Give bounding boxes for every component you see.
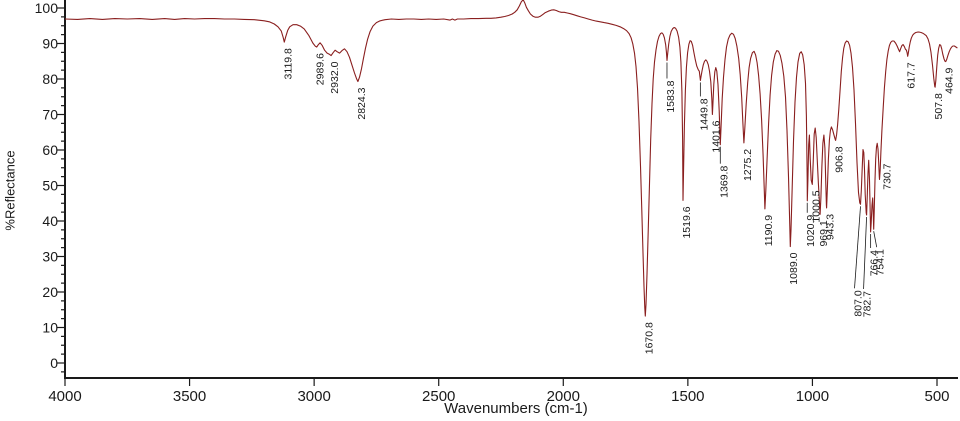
- y-tick-label: 90: [42, 36, 58, 52]
- peak-label: 617.7: [906, 62, 918, 88]
- peak-label: 507.8: [933, 93, 945, 119]
- y-tick-label: 10: [42, 320, 58, 336]
- peak-label: 464.9: [944, 67, 956, 93]
- x-tick-label: 2500: [422, 388, 455, 405]
- peak-label: 1190.9: [763, 215, 775, 246]
- peak-leader-line: [873, 231, 878, 248]
- y-tick-label: 80: [42, 71, 58, 87]
- peak-label: 1000.5: [810, 190, 822, 222]
- peak-label: 754.1: [875, 249, 887, 275]
- peak-label: 1583.8: [665, 80, 677, 112]
- x-tick-label: 2000: [547, 388, 580, 405]
- peak-leader-line: [863, 216, 867, 289]
- peak-label: 2932.0: [329, 61, 341, 93]
- x-tick-label: 1500: [671, 388, 704, 405]
- peak-label: 1519.6: [681, 206, 693, 238]
- peak-label: 969.1: [818, 220, 830, 246]
- x-axis-title: Wavenumbers (cm-1): [444, 400, 588, 417]
- peak-label: 906.8: [834, 146, 846, 172]
- peak-label: 730.7: [882, 163, 894, 189]
- peak-label: 1089.0: [788, 252, 800, 284]
- y-tick-label: 60: [42, 142, 58, 158]
- peak-label: 2989.6: [315, 53, 327, 85]
- spectrum-curve: [64, 0, 958, 317]
- peak-label: 1670.8: [643, 322, 655, 354]
- peak-label: 1275.2: [742, 149, 754, 181]
- peak-label: 766.4: [869, 250, 881, 276]
- peak-label: 782.7: [862, 291, 874, 317]
- x-tick-label: 4000: [48, 388, 81, 405]
- y-tick-label: 40: [42, 213, 58, 229]
- peak-label: 1401.6: [710, 120, 722, 152]
- peak-label: 3119.8: [282, 48, 294, 79]
- y-tick-label: 70: [42, 107, 58, 123]
- peak-label: 943.3: [825, 214, 837, 240]
- x-tick-label: 500: [924, 388, 949, 405]
- peak-label: 1449.8: [698, 98, 710, 130]
- x-tick-label: 3000: [297, 388, 330, 405]
- y-tick-label: 20: [42, 284, 58, 300]
- y-tick-label: 0: [50, 355, 58, 371]
- peak-label: 1020.9: [805, 215, 817, 247]
- y-tick-label: 30: [42, 249, 58, 265]
- peak-label: 2824.3: [356, 87, 368, 119]
- x-tick-label: 1000: [796, 388, 829, 405]
- y-tick-label: 50: [42, 178, 58, 194]
- y-tick-label: 100: [35, 0, 59, 16]
- peak-label: 1369.8: [718, 166, 730, 198]
- peak-label: 807.0: [853, 290, 865, 316]
- y-axis-title: %Reflectance: [2, 150, 18, 231]
- peak-leader-line: [854, 206, 861, 289]
- x-tick-label: 3500: [173, 388, 206, 405]
